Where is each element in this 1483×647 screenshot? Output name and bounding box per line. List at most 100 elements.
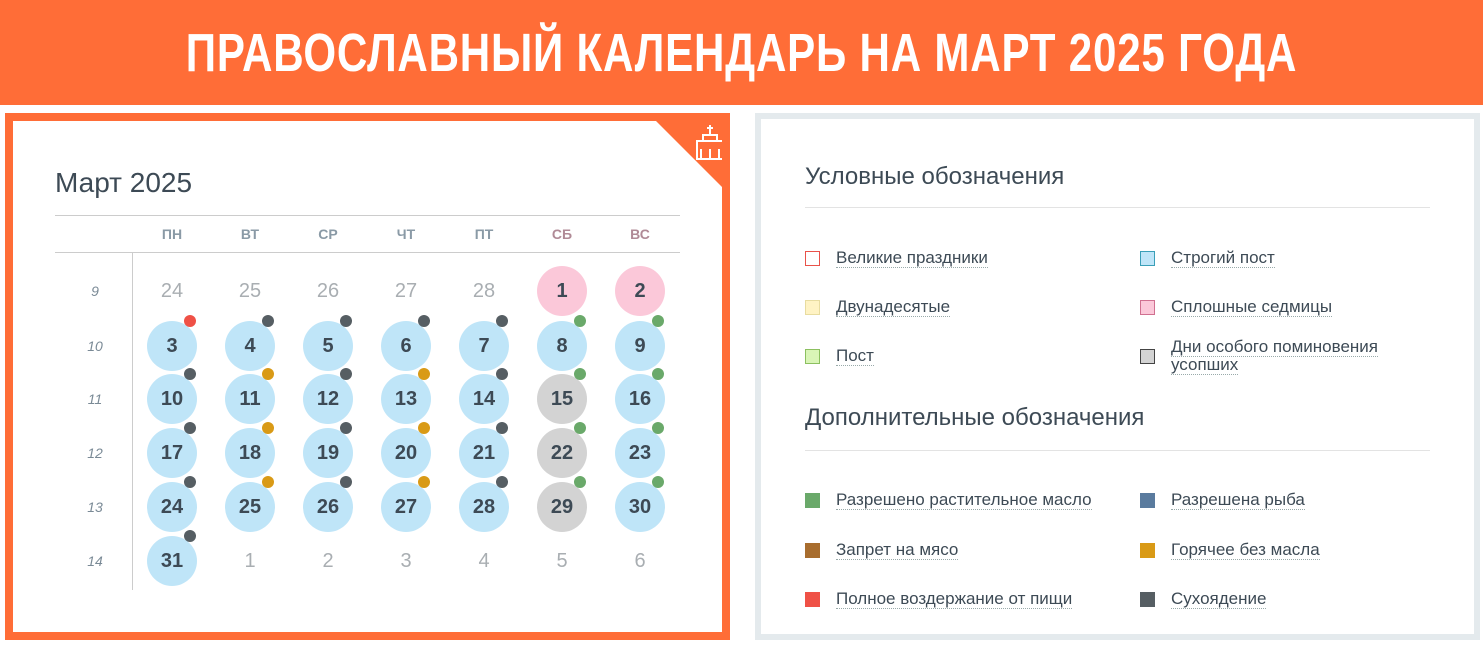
day-marker [340,422,352,434]
day-marker [418,315,430,327]
legend-swatch [805,251,820,266]
day: 13 [381,374,431,424]
weekday: СБ [551,226,573,242]
weekday: ВС [630,226,650,242]
day: 30 [615,482,665,532]
legend-label: Запрет на мясо [836,540,1096,560]
calendar-panel: Март 2025 ПН ВТ СР ЧТ ПТ СБ ВС 9 24 25 26 27 28 1 2 10 3… [5,113,730,640]
extra-title: Дополнительные обозначения [805,404,1145,431]
header-title: ПРАВОСЛАВНЫЙ КАЛЕНДАРЬ НА МАРТ 2025 ГОДА [185,23,1298,83]
day-marker [262,315,274,327]
legend-swatch [805,543,820,558]
divider [805,207,1430,208]
day-marker [340,476,352,488]
weekday: ПН [161,226,183,242]
day-marker [184,476,196,488]
day: 25 [238,280,262,302]
legend-swatch [805,493,820,508]
legend-text: Двунадесятые [836,297,951,317]
day: 18 [225,428,275,478]
legend-label: Горячее без масла [1171,540,1431,560]
divider [805,450,1430,451]
day: 5 [303,321,353,371]
day: 27 [394,280,418,302]
legend-label: Сухоядение [1171,589,1431,609]
legend-label: Двунадесятые [836,297,1096,317]
legend-text: Запрет на мясо [836,540,959,560]
weekday: СР [318,226,338,242]
legend-text: Сухоядение [1171,589,1267,609]
legend-text: Полное воздержание от пищи [836,589,1073,609]
day: 22 [537,428,587,478]
week-number: 12 [87,445,103,461]
legend-panel: Условные обозначения Дополнительные обоз… [755,113,1480,640]
legend-text: Разрешено растительное масло [836,490,1092,510]
day-marker [496,368,508,380]
day: 24 [160,280,184,302]
day: 3 [147,321,197,371]
legend-swatch [1140,251,1155,266]
day: 11 [225,374,275,424]
divider [55,252,680,253]
day-marker [652,476,664,488]
day: 23 [615,428,665,478]
week-number: 14 [87,553,103,569]
legend-label: Полное воздержание от пищи [836,589,1096,609]
day-marker [652,368,664,380]
legend-text: Разрешена рыба [1171,490,1305,510]
weekday: ПТ [474,226,494,242]
day: 21 [459,428,509,478]
week-number: 13 [87,499,103,515]
legend-text: Сплошные седмицы [1171,297,1333,317]
day: 15 [537,374,587,424]
day: 1 [244,550,256,572]
day-marker [574,422,586,434]
legend-label: Дни особого поминовения усопших [1171,337,1431,375]
day: 20 [381,428,431,478]
day: 4 [478,550,490,572]
day: 14 [459,374,509,424]
day: 26 [316,280,340,302]
legend-label: Пост [836,346,1096,366]
legend-swatch [805,349,820,364]
legend-label: Сплошные седмицы [1171,297,1431,317]
day: 17 [147,428,197,478]
legend-swatch [1140,300,1155,315]
week-number: 11 [87,391,103,407]
legend-label: Разрешено растительное масло [836,490,1096,510]
day-marker [496,422,508,434]
legend-swatch [1140,592,1155,607]
corner [656,121,722,187]
day-marker [262,368,274,380]
day: 6 [381,321,431,371]
day: 10 [147,374,197,424]
weekday: ВТ [240,226,260,242]
day: 24 [147,482,197,532]
day-marker [496,476,508,488]
day: 16 [615,374,665,424]
week-number: 9 [91,283,99,299]
legend-title: Условные обозначения [805,163,1065,190]
day: 2 [322,550,334,572]
header: ПРАВОСЛАВНЫЙ КАЛЕНДАРЬ НА МАРТ 2025 ГОДА [0,0,1483,105]
legend-label: Великие праздники [836,248,1096,268]
legend-label: Строгий пост [1171,248,1431,268]
legend-swatch [805,592,820,607]
legend-text: Горячее без масла [1171,540,1320,560]
calendar-title: Март 2025 [55,167,193,198]
week-number: 10 [87,338,103,354]
legend-swatch [805,300,820,315]
legend-swatch [1140,493,1155,508]
day: 9 [615,321,665,371]
day: 3 [400,550,412,572]
day: 7 [459,321,509,371]
day-marker [496,315,508,327]
day: 6 [634,550,646,572]
day: 31 [147,536,197,586]
weekday: ЧТ [396,226,416,242]
day-marker [574,315,586,327]
divider [132,252,133,590]
day-marker [184,315,196,327]
day: 8 [537,321,587,371]
